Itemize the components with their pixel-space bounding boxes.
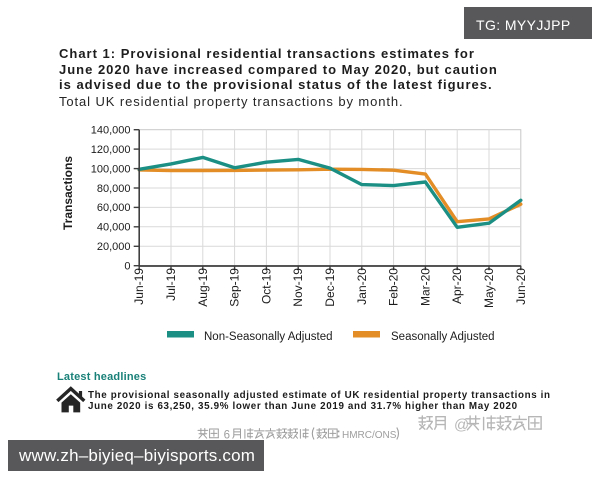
svg-text:Jun-20: Jun-20 bbox=[514, 268, 528, 305]
svg-text:Feb-20: Feb-20 bbox=[387, 268, 401, 306]
svg-text:Dec-19: Dec-19 bbox=[323, 268, 337, 307]
svg-text:Nov-19: Nov-19 bbox=[291, 268, 305, 307]
svg-text:Jan-20: Jan-20 bbox=[355, 268, 369, 305]
svg-text:120,000: 120,000 bbox=[91, 144, 131, 156]
svg-text:@: @ bbox=[454, 417, 469, 434]
svg-text:Transactions: Transactions bbox=[61, 156, 75, 230]
svg-text:140,000: 140,000 bbox=[91, 125, 131, 137]
svg-text:Oct-19: Oct-19 bbox=[259, 268, 273, 304]
svg-text:HMRC/ONS: HMRC/ONS bbox=[342, 430, 397, 441]
svg-text:Jul-19: Jul-19 bbox=[164, 268, 178, 301]
svg-text:40,000: 40,000 bbox=[97, 222, 131, 234]
svg-text:60,000: 60,000 bbox=[97, 202, 131, 214]
svg-text:Jun-19: Jun-19 bbox=[132, 268, 146, 305]
svg-text:0: 0 bbox=[124, 261, 130, 273]
svg-text:100,000: 100,000 bbox=[91, 163, 131, 175]
svg-text:6: 6 bbox=[224, 429, 230, 441]
svg-text:Sep-19: Sep-19 bbox=[228, 268, 242, 307]
svg-text:Non-Seasonally Adjusted: Non-Seasonally Adjusted bbox=[204, 331, 333, 343]
svg-text:Apr-20: Apr-20 bbox=[450, 268, 464, 304]
svg-text:May-20: May-20 bbox=[482, 268, 496, 308]
svg-text:20,000: 20,000 bbox=[97, 241, 131, 253]
svg-text:Mar-20: Mar-20 bbox=[418, 268, 432, 306]
svg-text:Seasonally Adjusted: Seasonally Adjusted bbox=[391, 331, 495, 343]
svg-text:Aug-19: Aug-19 bbox=[196, 268, 210, 307]
svg-text:80,000: 80,000 bbox=[97, 183, 131, 195]
